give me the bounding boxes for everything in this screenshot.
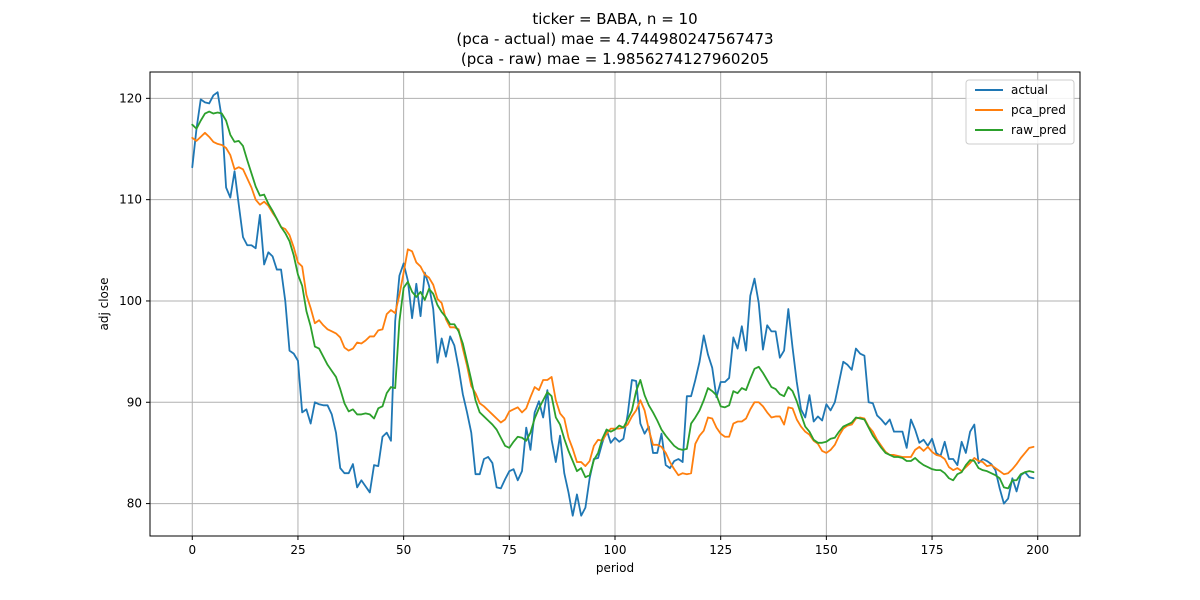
x-axis-label: period bbox=[596, 561, 634, 575]
series-line-actual bbox=[191, 91, 1035, 517]
chart-title-line-2: (pca - actual) mae = 4.744980247567473 bbox=[456, 30, 773, 48]
x-tick-label: 125 bbox=[709, 543, 732, 557]
y-tick-label: 120 bbox=[119, 91, 142, 105]
x-tick-label: 200 bbox=[1026, 543, 1049, 557]
y-axis-label: adj close bbox=[97, 277, 111, 330]
axis-ticks: 0 25 50 75 100 125 150 175 200 80 90 100 110 120 bbox=[119, 91, 1049, 557]
y-tick-label: 90 bbox=[127, 395, 142, 409]
x-tick-label: 75 bbox=[502, 543, 517, 557]
legend-label-pca-pred: pca_pred bbox=[1011, 103, 1066, 117]
x-tick-label: 0 bbox=[188, 543, 196, 557]
x-tick-label: 175 bbox=[921, 543, 944, 557]
chart-title-line-3: (pca - raw) mae = 1.9856274127960205 bbox=[461, 50, 769, 68]
x-tick-label: 100 bbox=[604, 543, 627, 557]
y-tick-label: 100 bbox=[119, 294, 142, 308]
legend-label-actual: actual bbox=[1011, 83, 1048, 97]
series-layer bbox=[191, 91, 1035, 517]
legend-label-raw-pred: raw_pred bbox=[1011, 123, 1066, 137]
x-tick-label: 25 bbox=[290, 543, 305, 557]
series-line-raw-pred bbox=[191, 110, 1035, 490]
legend: actual pca_pred raw_pred bbox=[965, 79, 1075, 145]
series-line-pca-pred bbox=[191, 131, 1035, 477]
x-tick-label: 50 bbox=[396, 543, 411, 557]
x-tick-label: 150 bbox=[815, 543, 838, 557]
chart-title-line-1: ticker = BABA, n = 10 bbox=[532, 10, 697, 28]
y-tick-label: 110 bbox=[119, 193, 142, 207]
grid-lines bbox=[150, 72, 1080, 536]
legend-frame bbox=[965, 79, 1075, 145]
y-tick-label: 80 bbox=[127, 497, 142, 511]
